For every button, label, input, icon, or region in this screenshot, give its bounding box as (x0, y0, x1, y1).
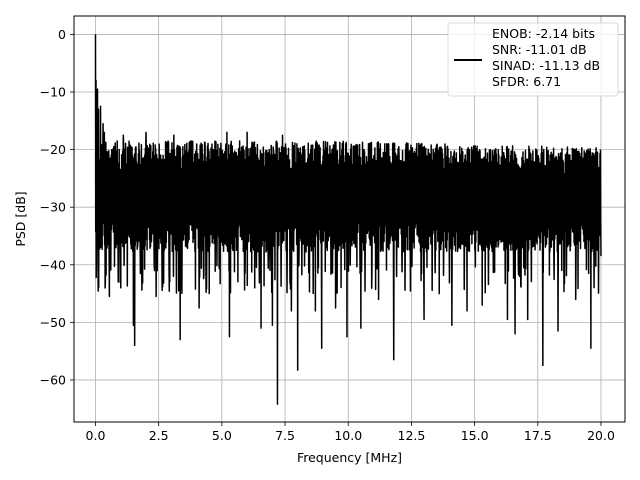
x-tick-label: 17.5 (524, 428, 552, 443)
x-tick-label: 0.0 (86, 428, 106, 443)
legend: ENOB: -2.14 bits SNR: -11.01 dB SINAD: -… (447, 22, 619, 97)
x-tick-label: 15.0 (461, 428, 489, 443)
legend-snr: SNR: -11.01 dB (492, 42, 587, 57)
x-tick-label: 20.0 (587, 428, 615, 443)
legend-box (447, 22, 619, 97)
x-tick-label: 2.5 (149, 428, 169, 443)
legend-sfdr: SFDR: 6.71 (492, 74, 561, 89)
y-tick-label: −60 (40, 372, 66, 387)
y-axis-label: PSD [dB] (13, 191, 28, 246)
y-tick-label: −50 (40, 315, 66, 330)
y-tick-label: −40 (40, 257, 66, 272)
x-tick-label: 10.0 (334, 428, 362, 443)
y-tick-label: −30 (40, 200, 66, 215)
y-tick-label: 0 (58, 27, 66, 42)
psd-trace-line (94, 34, 602, 405)
legend-enob: ENOB: -2.14 bits (492, 26, 595, 41)
legend-sinad: SINAD: -11.13 dB (492, 58, 600, 73)
x-tick-label: 5.0 (212, 428, 232, 443)
x-tick-label: 12.5 (398, 428, 426, 443)
y-tick-label: −20 (40, 142, 66, 157)
axis-ticks: 0.0 2.5 5.0 7.5 10.0 12.5 15.0 17.5 20.0 0 −10 −20 −… (40, 27, 615, 443)
plot-frame (73, 15, 626, 423)
x-axis-label: Frequency [MHz] (297, 450, 402, 465)
y-tick-label: −10 (40, 85, 66, 100)
x-tick-label: 7.5 (275, 428, 295, 443)
psd-trace-group (94, 34, 602, 405)
